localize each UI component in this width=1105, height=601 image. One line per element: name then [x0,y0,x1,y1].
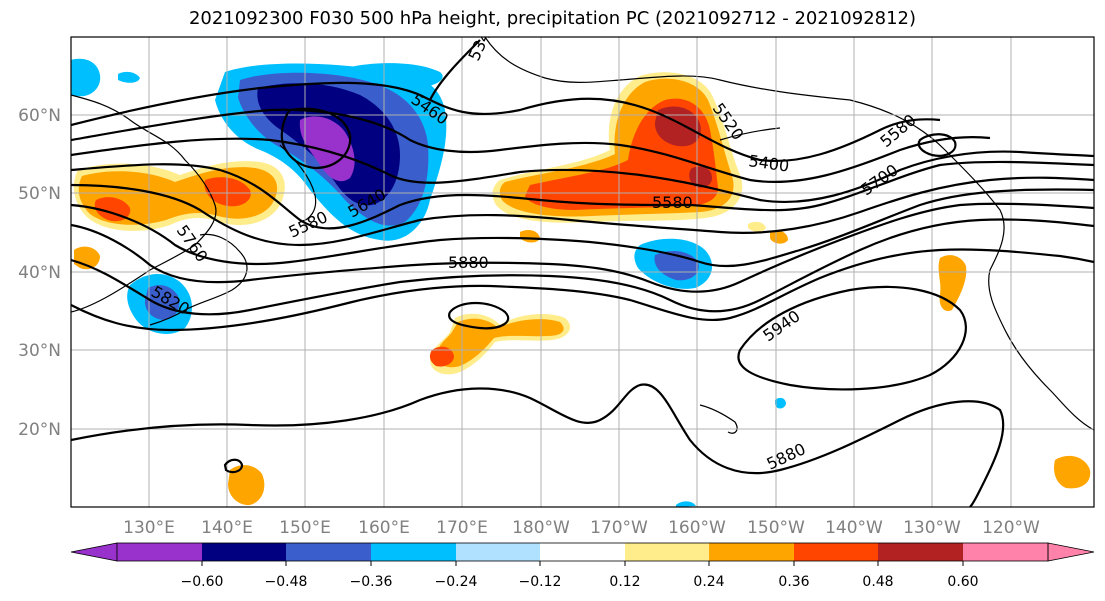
contour-5520 [71,137,1094,204]
colorbar-ticks [201,561,964,566]
map-title: 2021092300 F030 500 hPa height, precipit… [188,8,917,29]
colorbar-tick-label: 0.36 [778,574,809,590]
shade-yellow-sm-4 [748,221,766,232]
contour-right-loop [917,133,957,157]
contour-5640 [71,176,1094,247]
lon-label: 160°W [668,518,726,538]
shade-orange-se [1054,455,1091,489]
precip-positive-shading [73,72,1091,506]
lon-label: 180°W [512,518,570,538]
lon-label: 150°W [747,518,805,538]
colorbar-segment [625,543,709,561]
shade-midblue-japan [144,285,180,320]
contour-small-loop [223,458,244,474]
coast-asia [71,94,217,313]
shade-blue-small-a [118,71,140,83]
shade-blue-ne-small [71,58,101,97]
colorbar-left-arrow [70,542,118,562]
shade-orange-sw [228,465,265,506]
colorbar-segment [286,543,371,561]
colorbar-segment [878,543,963,561]
lon-label: 160°E [358,518,410,538]
colorbar: −0.60 −0.48 −0.36 −0.24 −0.12 0.12 0.24 … [70,542,1095,590]
shade-blue-top [345,63,443,87]
colorbar-segment [371,543,456,561]
shade-orange-mid-b [436,318,564,368]
latitude-labels: 60°N 50°N 40°N 30°N 20°N [18,106,61,440]
lon-label: 170°W [590,518,648,538]
lon-label: 140°W [825,518,883,538]
coast-alaska [484,37,1094,431]
contour-5700 [71,188,1094,268]
contour-label: 5880 [448,253,489,272]
lon-label: 130°W [903,518,961,538]
lon-label: 120°W [982,518,1040,538]
contour-label: 5580 [652,193,693,212]
contour-low-inner [280,107,352,170]
colorbar-tick-label: −0.24 [435,574,478,590]
colorbar-frame [116,542,1049,562]
colorbar-segment [540,543,625,561]
colorbar-segment [963,543,1048,561]
colorbar-tick-label: −0.60 [181,574,224,590]
contour-5400 [71,81,941,163]
lon-label: 140°E [201,518,253,538]
shade-blue-sm-2 [775,397,786,409]
contour-5340 [429,39,481,101]
colorbar-tick-label: −0.48 [265,574,308,590]
map-frame [70,36,1095,508]
shade-darkred-alaska-b [689,166,712,188]
lat-label: 20°N [18,420,61,440]
shade-orange-sm-3 [770,230,788,244]
shade-red-mid [429,346,454,367]
colorbar-right-arrow [1047,542,1095,562]
precip-negative-shading [71,58,786,507]
height-contours [71,39,1094,507]
shade-purple-nw [299,116,355,182]
lon-label: 170°E [436,518,488,538]
coast-japan [149,233,248,326]
colorbar-segment [202,543,286,561]
colorbar-tick-label: −0.36 [350,574,393,590]
shade-orange-west-coast [938,255,967,312]
colorbar-segment [456,543,540,561]
colorbar-tick-label: 0.48 [862,574,893,590]
lat-label: 60°N [18,106,61,126]
contour-5580 [71,160,1094,230]
colorbar-segment [117,543,202,561]
coast-aleutian [719,127,781,141]
colorbar-tick-label: 0.12 [609,574,640,590]
lat-label: 40°N [18,263,61,283]
colorbar-tick-label: 0.60 [947,574,978,590]
map-panel: 5340 5460 5520 5400 5640 5580 5580 5760 … [71,37,1094,507]
colorbar-segment [794,543,878,561]
shade-red-japan-b [204,177,251,207]
shade-blue-sm-1 [676,501,696,507]
lat-label: 30°N [18,341,61,361]
contour-5880-loop [448,302,510,330]
contour-5880-south [71,383,1005,507]
contour-5760 [71,202,1094,293]
coast-hawaii [699,404,738,434]
lon-label: 150°E [279,518,331,538]
contour-5820 [71,218,1094,316]
longitude-labels: 130°E 140°E 150°E 160°E 170°E 180°W 170°… [123,518,1040,538]
colorbar-tick-label: −0.12 [519,574,562,590]
contour-5880-north [71,248,1094,332]
colorbar-tick-label: 0.24 [693,574,724,590]
lon-label: 130°E [123,518,175,538]
contour-5940 [737,285,967,391]
contour-5460 [71,108,991,184]
lat-label: 50°N [18,184,61,204]
colorbar-segment [709,543,794,561]
